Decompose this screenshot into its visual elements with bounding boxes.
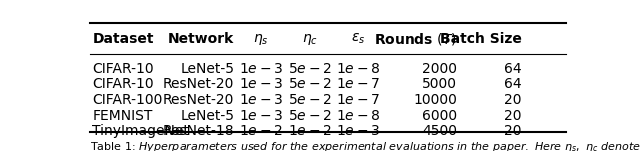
Text: Network: Network (168, 32, 234, 46)
Text: Rounds $(T)$: Rounds $(T)$ (374, 31, 457, 47)
Text: Batch Size: Batch Size (440, 32, 522, 46)
Text: $1e-2$: $1e-2$ (239, 124, 283, 138)
Text: 4500: 4500 (422, 124, 457, 138)
Text: $1e-3$: $1e-3$ (239, 93, 283, 107)
Text: CIFAR-10: CIFAR-10 (92, 77, 154, 91)
Text: ResNet-20: ResNet-20 (163, 77, 234, 91)
Text: 5000: 5000 (422, 77, 457, 91)
Text: $5e-2$: $5e-2$ (288, 109, 332, 123)
Text: 10000: 10000 (413, 93, 457, 107)
Text: CIFAR-10: CIFAR-10 (92, 62, 154, 76)
Text: 64: 64 (504, 62, 522, 76)
Text: ResNet-20: ResNet-20 (163, 93, 234, 107)
Text: $1e-8$: $1e-8$ (336, 109, 380, 123)
Text: TinyImageNet: TinyImageNet (92, 124, 189, 138)
Text: $\eta_s$: $\eta_s$ (253, 32, 269, 47)
Text: 20: 20 (504, 109, 522, 123)
Text: LeNet-5: LeNet-5 (180, 62, 234, 76)
Text: ResNet-18: ResNet-18 (163, 124, 234, 138)
Text: CIFAR-100: CIFAR-100 (92, 93, 163, 107)
Text: 6000: 6000 (422, 109, 457, 123)
Text: $\epsilon_s$: $\epsilon_s$ (351, 32, 365, 46)
Text: FEMNIST: FEMNIST (92, 109, 153, 123)
Text: $1e-8$: $1e-8$ (336, 62, 380, 76)
Text: $5e-2$: $5e-2$ (288, 62, 332, 76)
Text: $5e-2$: $5e-2$ (288, 77, 332, 91)
Text: $1e-7$: $1e-7$ (336, 77, 380, 91)
Text: $1e-2$: $1e-2$ (288, 124, 332, 138)
Text: $1e-7$: $1e-7$ (336, 93, 380, 107)
Text: $\eta_c$: $\eta_c$ (301, 32, 317, 47)
Text: 64: 64 (504, 77, 522, 91)
Text: $1e-3$: $1e-3$ (239, 109, 283, 123)
Text: $1e-3$: $1e-3$ (239, 62, 283, 76)
Text: 20: 20 (504, 93, 522, 107)
Text: Dataset: Dataset (92, 32, 154, 46)
Text: $1e-3$: $1e-3$ (239, 77, 283, 91)
Text: LeNet-5: LeNet-5 (180, 109, 234, 123)
Text: Table 1: $\it{Hyperparameters\ used\ for\ the\ experimental\ evaluations\ in\ th: Table 1: $\it{Hyperparameters\ used\ for… (90, 140, 640, 151)
Text: 2000: 2000 (422, 62, 457, 76)
Text: $5e-2$: $5e-2$ (288, 93, 332, 107)
Text: 20: 20 (504, 124, 522, 138)
Text: $1e-3$: $1e-3$ (336, 124, 380, 138)
